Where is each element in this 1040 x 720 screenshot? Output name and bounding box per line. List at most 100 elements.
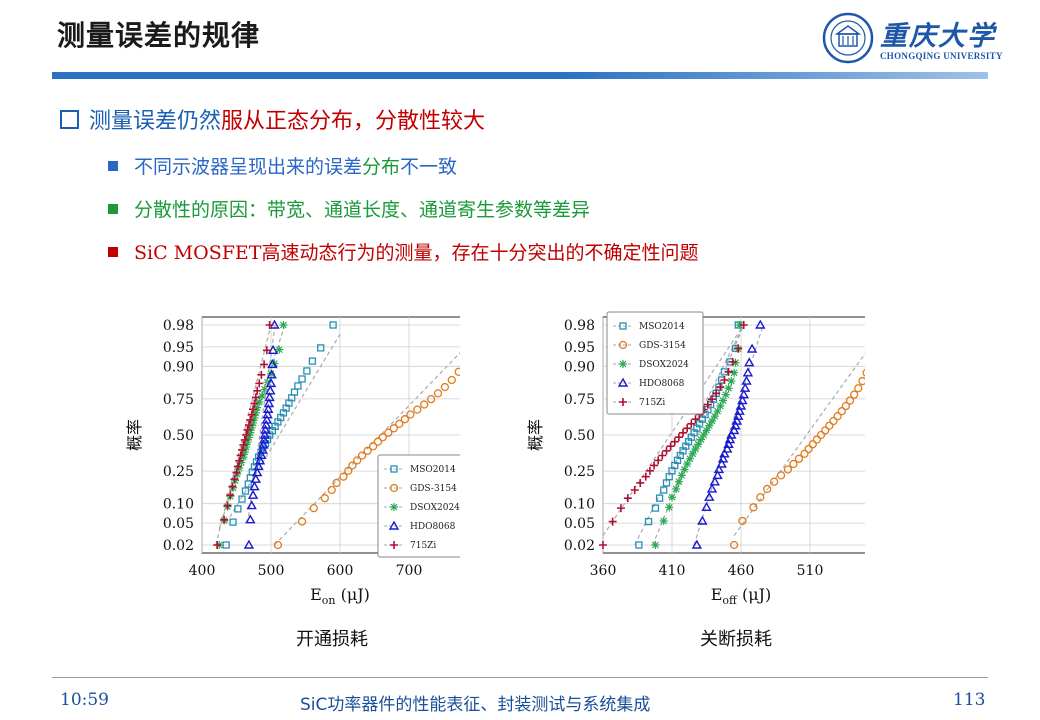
- plus-marker: [636, 478, 645, 487]
- star-marker: [677, 471, 686, 480]
- x-tick-label: 500: [258, 563, 285, 579]
- plus-marker: [265, 321, 274, 329]
- star-marker: [727, 377, 736, 386]
- footer-page-number: 113: [953, 690, 986, 710]
- triangle-marker: [264, 391, 275, 402]
- star-marker: [246, 428, 255, 437]
- circle-marker: [440, 382, 450, 392]
- sub-bullet-1-text-c: 不一致: [400, 156, 458, 178]
- y-tick-label: 0.75: [163, 392, 194, 408]
- circle-marker: [756, 493, 765, 502]
- circle-marker: [825, 421, 834, 430]
- star-marker: [674, 477, 683, 486]
- triangle-marker: [721, 443, 733, 453]
- y-tick-label: 0.50: [564, 428, 595, 444]
- star-marker: [237, 458, 246, 467]
- plus-marker: [239, 440, 248, 449]
- eon-probability-chart: 0.02 0.05 0.10 0.25 0.50 0.75 0.90 0.95 0.98 400 5…: [120, 300, 460, 620]
- legend-label: DSOX2024: [410, 503, 460, 513]
- legend-label: 715Zi: [639, 398, 665, 408]
- triangle-marker: [254, 455, 266, 465]
- triangle-marker: [744, 357, 755, 367]
- square-marker: [298, 375, 306, 383]
- main-bullet-text-1: 测量误差仍然: [89, 109, 222, 134]
- y-tick-label: 0.90: [163, 359, 194, 375]
- x-tick-label: 360: [590, 563, 617, 579]
- circle-marker: [273, 540, 283, 550]
- legend-label: 715Zi: [410, 541, 436, 551]
- star-marker: [235, 464, 244, 473]
- main-bullet-text-2: 服从正态分布，分散性较大: [221, 109, 486, 134]
- circle-marker: [339, 472, 348, 481]
- circle-marker: [850, 390, 859, 399]
- circle-marker: [389, 424, 398, 433]
- series-hdo8068: [243, 319, 280, 549]
- x-tick-label: 400: [189, 563, 216, 579]
- triangle-marker: [257, 444, 268, 454]
- triangle-marker: [265, 377, 277, 388]
- y-tick-label: 0.05: [163, 516, 194, 532]
- y-tick-label: 0.02: [163, 538, 194, 554]
- star-marker: [694, 440, 703, 449]
- plus-marker: [232, 468, 241, 477]
- circle-marker: [309, 503, 318, 513]
- plus-marker: [251, 393, 260, 402]
- university-seal-icon: [822, 12, 874, 64]
- plus-marker: [630, 486, 639, 495]
- plus-marker: [616, 504, 625, 513]
- triangle-marker: [267, 358, 278, 369]
- legend-label: HDO8068: [410, 522, 456, 532]
- star-marker: [250, 414, 259, 423]
- plus-marker: [250, 399, 259, 408]
- legend-label: MSO2014: [639, 322, 685, 332]
- star-marker: [685, 454, 694, 463]
- triangle-marker: [249, 481, 260, 491]
- triangle-marker: [709, 476, 720, 486]
- triangle-marker: [245, 514, 256, 524]
- plus-marker: [720, 375, 729, 384]
- plus-marker: [716, 383, 725, 392]
- series-dsox2024: [651, 321, 745, 549]
- triangle-marker: [731, 415, 743, 425]
- plus-marker: [236, 451, 245, 460]
- circle-marker: [749, 503, 758, 512]
- fit-line: [602, 324, 745, 537]
- legend-triangle-marker: [388, 520, 400, 530]
- circle-marker: [837, 407, 846, 416]
- plus-marker: [658, 451, 667, 460]
- star-marker: [696, 435, 705, 444]
- star-marker: [260, 385, 269, 394]
- circle-marker: [420, 400, 429, 409]
- triangle-marker: [723, 438, 734, 448]
- triangle-marker: [256, 449, 267, 460]
- circle-marker: [783, 465, 793, 474]
- y-tick-label: 0.75: [564, 392, 595, 408]
- star-marker: [659, 516, 668, 525]
- footer-divider: [52, 677, 988, 678]
- plus-marker: [645, 466, 654, 475]
- plus-marker: [243, 426, 252, 435]
- plus-marker: [228, 482, 237, 491]
- legend-label: DSOX2024: [639, 360, 689, 370]
- star-marker: [651, 541, 660, 549]
- plus-marker: [608, 517, 617, 526]
- plus-marker: [247, 410, 256, 419]
- circle-marker: [845, 396, 855, 405]
- triangle-marker: [741, 375, 752, 385]
- legend-plus-marker: [390, 541, 398, 549]
- series-715zi: [599, 321, 748, 549]
- footer-time: 10:59: [60, 690, 109, 710]
- square-marker: [238, 495, 246, 503]
- triangle-marker: [755, 319, 766, 329]
- triangle-marker: [726, 429, 737, 439]
- circle-marker: [400, 415, 410, 424]
- x-axis-label: Eon (μJ): [310, 585, 370, 607]
- triangle-marker: [706, 483, 718, 493]
- legend-circle-marker: [618, 340, 628, 350]
- star-marker: [713, 407, 722, 416]
- y-tick-label: 0.90: [564, 359, 595, 375]
- triangle-marker: [258, 439, 269, 449]
- plus-marker: [213, 541, 222, 549]
- y-tick-label: 0.10: [163, 497, 194, 513]
- triangle-marker: [738, 389, 749, 399]
